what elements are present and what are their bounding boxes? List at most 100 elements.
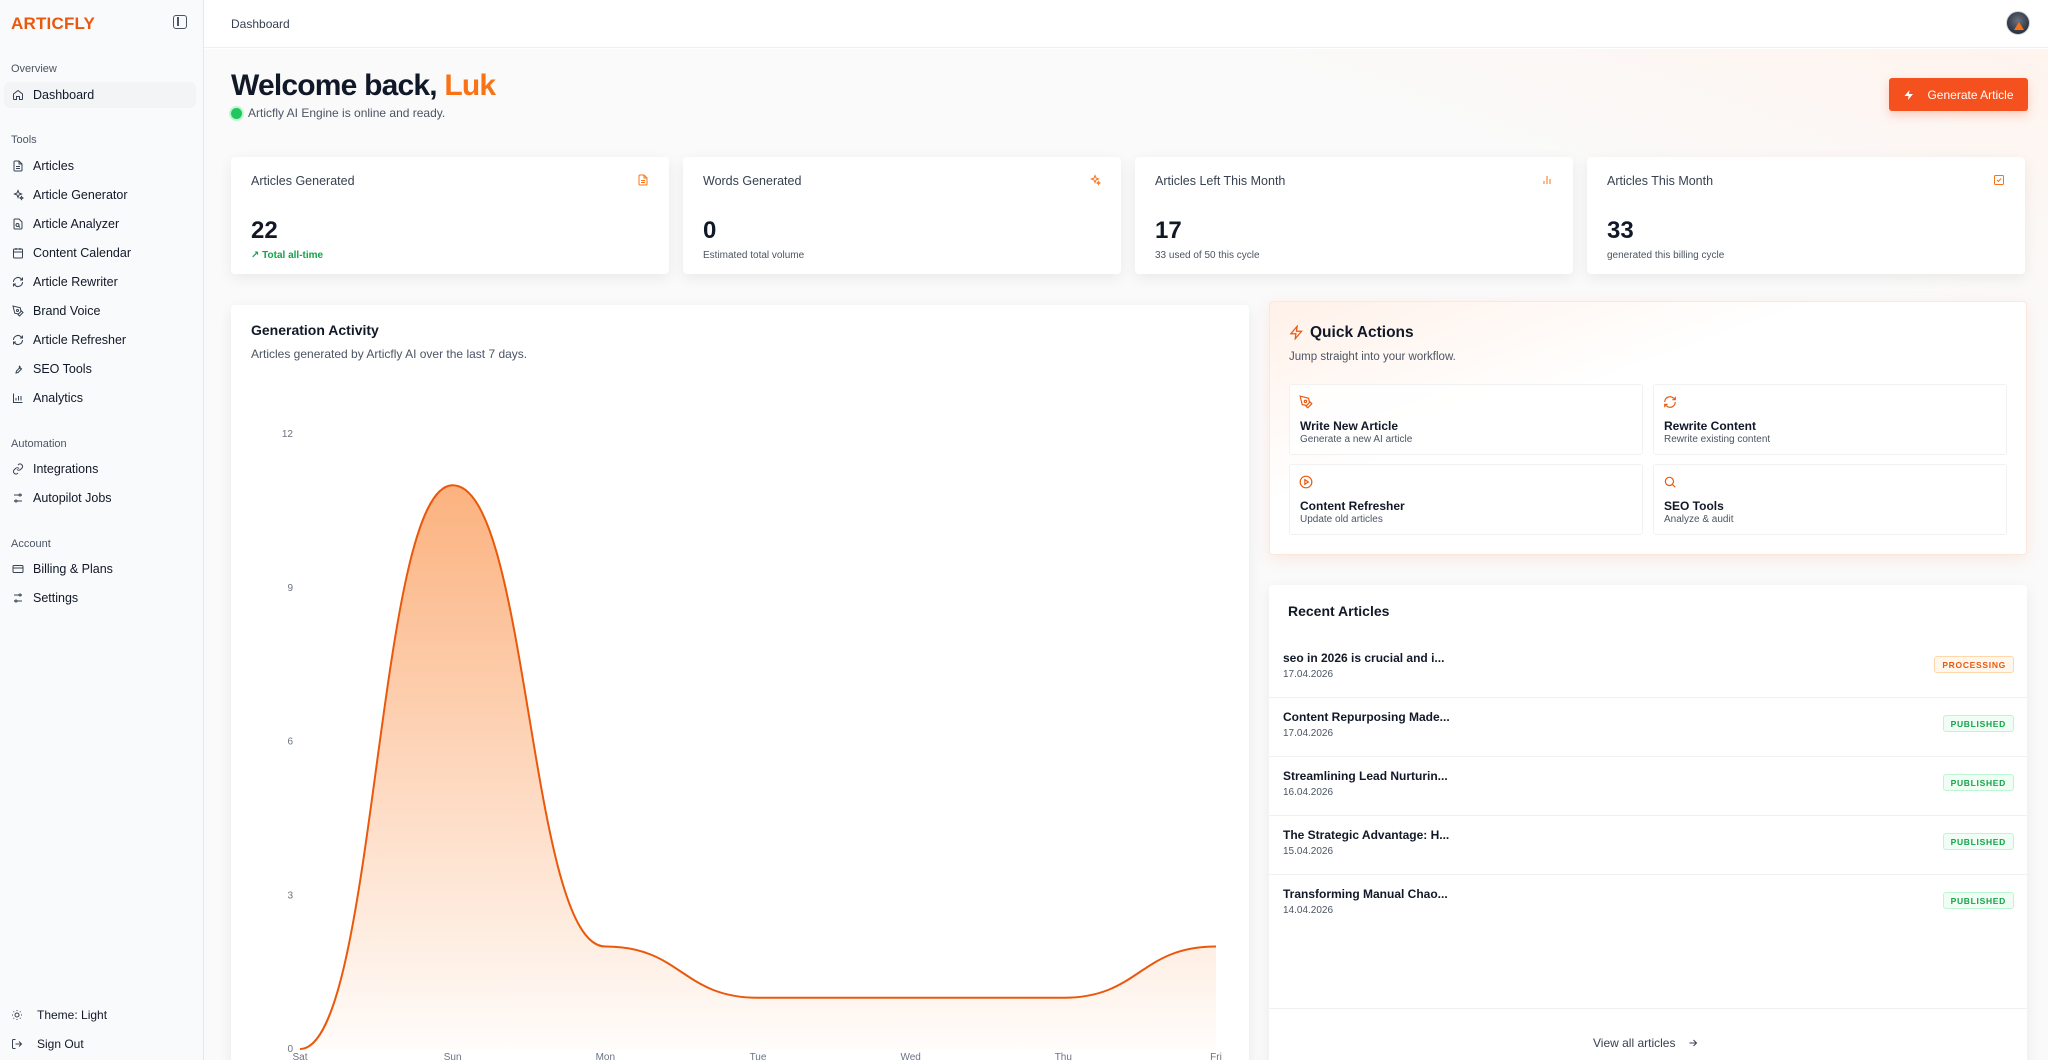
stat-sub: 33 used of 50 this cycle (1155, 250, 1260, 261)
sliders-icon (12, 592, 24, 604)
quick-action-write-new-article[interactable]: Write New Article Generate a new AI arti… (1289, 384, 1643, 455)
group-label-account: Account (11, 538, 51, 550)
quick-action-rewrite-content[interactable]: Rewrite Content Rewrite existing content (1653, 384, 2007, 455)
avatar[interactable] (2006, 11, 2030, 35)
article-title: seo in 2026 is crucial and i... (1283, 651, 1445, 665)
link-icon (12, 463, 24, 475)
stat-sub: Estimated total volume (703, 250, 805, 261)
series-line (299, 484, 1217, 1050)
sidebar-item-label: Article Generator (33, 188, 128, 202)
sidebar-item-article-refresher[interactable]: Article Refresher (4, 327, 196, 353)
sidebar-item-label: Article Rewriter (33, 275, 118, 289)
stat-label: Articles Left This Month (1155, 174, 1286, 188)
quick-action-content-refresher[interactable]: Content Refresher Update old articles (1289, 464, 1643, 535)
article-date: 17.04.2026 (1283, 669, 1334, 680)
sidebar-item-autopilot-jobs[interactable]: Autopilot Jobs (4, 485, 196, 511)
sidebar-item-label: Articles (33, 159, 74, 173)
x-tick-label: Tue (750, 1052, 767, 1060)
sidebar-item-article-analyzer[interactable]: Article Analyzer (4, 211, 196, 237)
user-name: Luk (444, 69, 496, 102)
theme-label: Theme: Light (37, 1008, 108, 1022)
stat-label: Words Generated (703, 174, 802, 188)
sidebar-item-label: Analytics (33, 391, 84, 405)
list-item[interactable]: The Strategic Advantage: H... 15.04.2026… (1269, 817, 2027, 875)
article-title: Streamlining Lead Nurturin... (1283, 769, 1448, 783)
stat-sub: ↗ Total all-time (251, 250, 323, 261)
lightning-icon (1903, 89, 1915, 101)
sidebar-item-label: Article Refresher (33, 333, 127, 347)
sidebar-item-integrations[interactable]: Integrations (4, 456, 196, 482)
divider (1269, 1008, 2027, 1009)
sidebar: ARTICFLY Overview Dashboard Tools Articl… (0, 0, 204, 1060)
article-title: The Strategic Advantage: H... (1283, 828, 1450, 842)
status-text: Articfly AI Engine is online and ready. (248, 106, 446, 120)
series-area (300, 485, 1216, 1049)
article-title: Content Repurposing Made... (1283, 710, 1450, 724)
list-item[interactable]: Transforming Manual Chao... 14.04.2026 P… (1269, 876, 2027, 934)
status-dot-icon (231, 107, 242, 119)
welcome-prefix: Welcome back, (231, 69, 438, 102)
stat-value: 22 (251, 217, 278, 244)
stat-sub: generated this billing cycle (1607, 250, 1725, 261)
stat-card-articles-generated: Articles Generated 22 ↗ Total all-time (231, 157, 669, 274)
stat-sub-text: Total all-time (262, 250, 324, 261)
theme-toggle[interactable]: Theme: Light (11, 1008, 107, 1022)
sidebar-item-articles[interactable]: Articles (4, 153, 196, 179)
main-content: Welcome back, Luk Articfly AI Engine is … (204, 49, 2048, 1060)
sidebar-item-settings[interactable]: Settings (4, 585, 196, 611)
quick-action-seo-tools[interactable]: SEO Tools Analyze & audit (1653, 464, 2007, 535)
sidebar-item-label: Dashboard (33, 88, 95, 102)
sidebar-item-billing[interactable]: Billing & Plans (4, 556, 196, 582)
x-tick-label: Fri (1210, 1052, 1222, 1060)
lightning-icon (1289, 325, 1304, 340)
pen-nib-icon (12, 305, 24, 317)
sign-out-button[interactable]: Sign Out (11, 1037, 84, 1051)
sidebar-item-analytics[interactable]: Analytics (4, 385, 196, 411)
recent-articles-card: Recent Articles seo in 2026 is crucial a… (1269, 585, 2027, 1060)
home-icon (12, 89, 24, 101)
sidebar-item-label: Article Analyzer (33, 217, 120, 231)
file-text-icon (12, 160, 24, 172)
view-all-label: View all articles (1593, 1036, 1676, 1050)
sidebar-item-dashboard[interactable]: Dashboard (4, 82, 196, 108)
sidebar-item-label: SEO Tools (33, 362, 92, 376)
sidebar-item-label: Content Calendar (33, 246, 131, 260)
sidebar-item-brand-voice[interactable]: Brand Voice (4, 298, 196, 324)
pen-nib-icon (1299, 395, 1313, 409)
generation-activity-card: Generation Activity Articles generated b… (231, 305, 1249, 1060)
list-item[interactable]: Streamlining Lead Nurturin... 16.04.2026… (1269, 758, 2027, 816)
generate-article-button[interactable]: Generate Article (1889, 78, 2028, 111)
list-item[interactable]: seo in 2026 is crucial and i... 17.04.20… (1269, 640, 2027, 698)
stat-value: 17 (1155, 217, 1182, 244)
sidebar-item-article-generator[interactable]: Article Generator (4, 182, 196, 208)
sidebar-item-label: Autopilot Jobs (33, 491, 112, 505)
stat-card-articles-this-month: Articles This Month 33 generated this bi… (1587, 157, 2025, 274)
brand-logo[interactable]: ARTICFLY (11, 14, 96, 33)
quick-actions-subtitle: Jump straight into your workflow. (1289, 351, 1456, 363)
article-date: 17.04.2026 (1283, 728, 1334, 739)
y-tick-label: 12 (282, 429, 294, 440)
quick-action-sub: Analyze & audit (1664, 514, 1734, 525)
sidebar-item-label: Brand Voice (33, 304, 101, 318)
x-tick-label: Mon (596, 1052, 615, 1060)
log-out-icon (11, 1038, 23, 1050)
engine-status: Articfly AI Engine is online and ready. (231, 106, 445, 120)
x-tick-label: Wed (900, 1052, 920, 1060)
stat-card-words-generated: Words Generated 0 Estimated total volume (683, 157, 1121, 274)
quick-action-title: Rewrite Content (1664, 419, 1757, 433)
sidebar-item-article-rewriter[interactable]: Article Rewriter (4, 269, 196, 295)
sidebar-item-seo-tools[interactable]: SEO Tools (4, 356, 196, 382)
view-all-articles-link[interactable]: View all articles (1593, 1036, 1699, 1050)
sidebar-item-content-calendar[interactable]: Content Calendar (4, 240, 196, 266)
chart-subtitle: Articles generated by Articfly AI over t… (251, 347, 528, 361)
group-label-tools: Tools (11, 134, 37, 146)
list-item[interactable]: Content Repurposing Made... 17.04.2026 P… (1269, 699, 2027, 757)
status-badge: PROCESSING (1934, 656, 2014, 673)
page-title: Welcome back, Luk (231, 69, 496, 103)
trend-up-icon: ↗ (251, 250, 263, 261)
recent-articles-title: Recent Articles (1288, 603, 1390, 619)
stat-label: Articles Generated (251, 174, 355, 188)
sidebar-toggle-icon[interactable] (173, 15, 187, 29)
sparkles-icon (1089, 174, 1101, 186)
status-badge: PUBLISHED (1942, 715, 2014, 732)
